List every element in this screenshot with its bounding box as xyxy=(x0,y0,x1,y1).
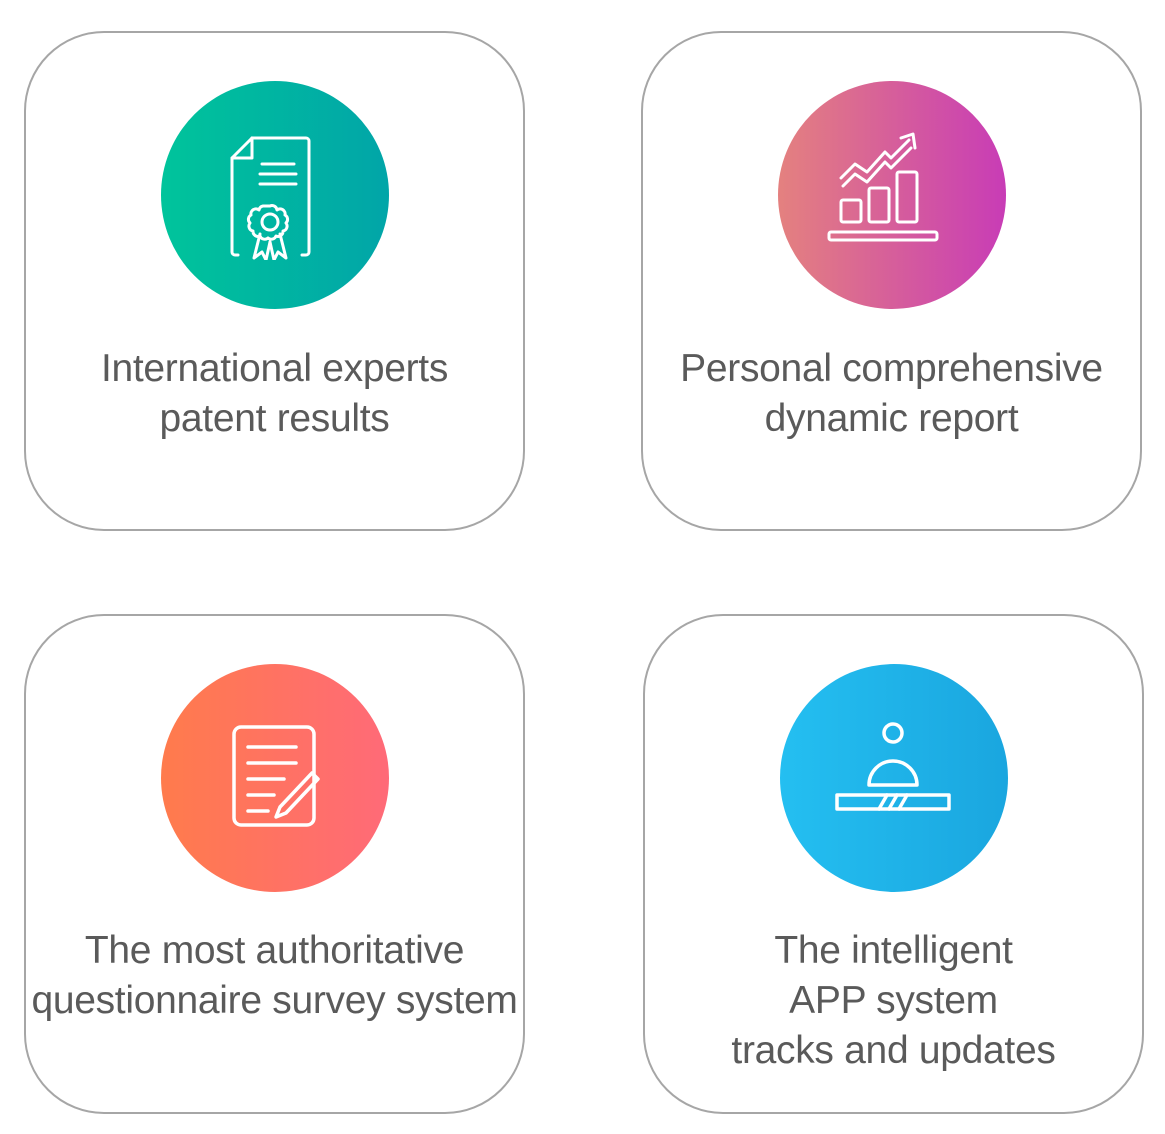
caption-line: The intelligent xyxy=(774,929,1013,972)
caption-line: patent results xyxy=(159,397,390,440)
caption-line: questionnaire survey system xyxy=(31,979,518,1022)
user-tracking-icon xyxy=(835,722,951,811)
feature-icon-circle xyxy=(780,664,1008,892)
feature-caption: The most authoritative questionnaire sur… xyxy=(26,926,523,1026)
caption-line: The most authoritative xyxy=(84,929,465,972)
feature-card-questionnaire: The most authoritative questionnaire sur… xyxy=(24,614,525,1114)
feature-icon-circle xyxy=(778,81,1006,309)
caption-line: APP system xyxy=(789,979,998,1022)
feature-card-patent: International experts patent results xyxy=(24,31,525,531)
growth-chart-icon xyxy=(827,132,939,242)
caption-line: dynamic report xyxy=(764,397,1019,440)
feature-caption: International experts patent results xyxy=(26,344,523,444)
feature-card-report: Personal comprehensive dynamic report xyxy=(641,31,1142,531)
certificate-icon xyxy=(230,136,311,260)
feature-card-app-tracking: The intelligent APP system tracks and up… xyxy=(643,614,1144,1114)
questionnaire-icon xyxy=(232,725,320,827)
caption-line: Personal comprehensive xyxy=(680,347,1103,390)
feature-icon-circle xyxy=(161,664,389,892)
feature-caption: Personal comprehensive dynamic report xyxy=(643,344,1140,444)
feature-icon-circle xyxy=(161,81,389,309)
caption-line: tracks and updates xyxy=(731,1029,1056,1072)
caption-line: International experts xyxy=(100,347,449,390)
feature-caption: The intelligent APP system tracks and up… xyxy=(645,926,1142,1076)
